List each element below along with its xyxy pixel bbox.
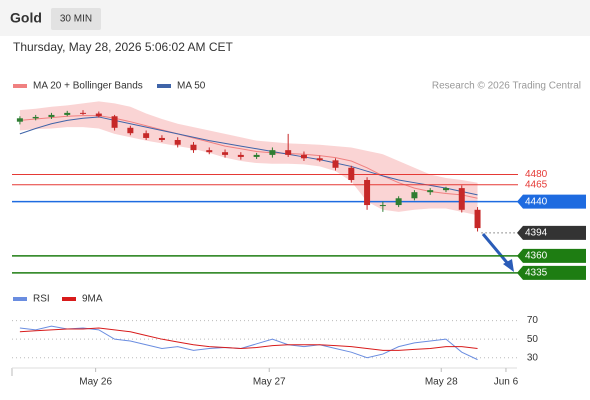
legend-swatch <box>157 84 171 88</box>
indicator-line <box>19 325 478 361</box>
candle-body <box>395 198 402 206</box>
candle-body <box>474 209 481 229</box>
legend-label: 9MA <box>82 294 103 305</box>
interval-label[interactable]: 30 MIN <box>60 14 92 25</box>
legend-label: MA 20 + Bollinger Bands <box>33 81 143 92</box>
timestamp: Thursday, May 28, 2026 5:06:02 AM CET <box>13 40 234 54</box>
indicator-line <box>19 327 478 351</box>
candle-body <box>300 154 307 159</box>
candle-body <box>206 150 213 153</box>
candle-body <box>190 144 197 151</box>
candle-body <box>32 116 39 119</box>
candle-body <box>379 205 386 207</box>
level-box <box>517 225 586 240</box>
level-label: 4480 <box>525 169 548 180</box>
candle-body <box>285 150 292 155</box>
legend-swatch <box>13 297 27 301</box>
candle-body <box>158 137 165 140</box>
bollinger-band <box>19 101 478 216</box>
forecast-arrow <box>481 233 511 266</box>
interval-button[interactable] <box>51 8 101 30</box>
level-box <box>517 194 586 209</box>
level-box <box>517 248 586 263</box>
candle-body <box>411 192 418 199</box>
candle-body <box>364 179 371 206</box>
y-tick-label: 50 <box>527 334 539 345</box>
x-tick-label: May 27 <box>253 377 286 388</box>
candle-body <box>95 113 102 117</box>
x-tick-label: May 28 <box>425 377 458 388</box>
candle-body <box>222 152 229 155</box>
level-label: 4360 <box>525 251 548 262</box>
legend-label: RSI <box>33 294 50 305</box>
legend-swatch <box>62 297 76 301</box>
candle-body <box>143 133 150 138</box>
candle-body <box>442 188 449 191</box>
copyright: Research © 2026 Trading Central <box>432 81 581 92</box>
candle-body <box>16 118 23 122</box>
y-tick-label: 30 <box>527 352 539 363</box>
candle-body <box>48 114 55 117</box>
candle-body <box>269 150 276 155</box>
forecast-arrow-head <box>503 259 514 272</box>
candle-body <box>174 139 181 145</box>
y-tick-label: 70 <box>527 315 539 326</box>
candle-body <box>253 154 260 157</box>
candle-body <box>127 127 134 134</box>
candle-body <box>111 116 118 128</box>
x-tick-label: Jun 6 <box>494 377 519 388</box>
level-label: 4465 <box>525 179 548 190</box>
candle-body <box>316 158 323 161</box>
ma50-line <box>19 116 478 196</box>
instrument-title: Gold <box>10 10 42 26</box>
candle-body <box>80 112 87 114</box>
candle-body <box>348 167 355 180</box>
candle-body <box>237 154 244 157</box>
legend-label: MA 50 <box>177 81 206 92</box>
level-label: 4394 <box>525 227 548 238</box>
x-tick-label: May 26 <box>79 377 112 388</box>
level-label: 4440 <box>525 196 548 207</box>
level-box <box>517 265 586 280</box>
candle-body <box>64 112 71 115</box>
candle-body <box>332 160 339 168</box>
candle-body <box>458 188 465 210</box>
level-label: 4335 <box>525 267 548 278</box>
candle-body <box>427 190 434 193</box>
legend-swatch <box>13 84 27 88</box>
